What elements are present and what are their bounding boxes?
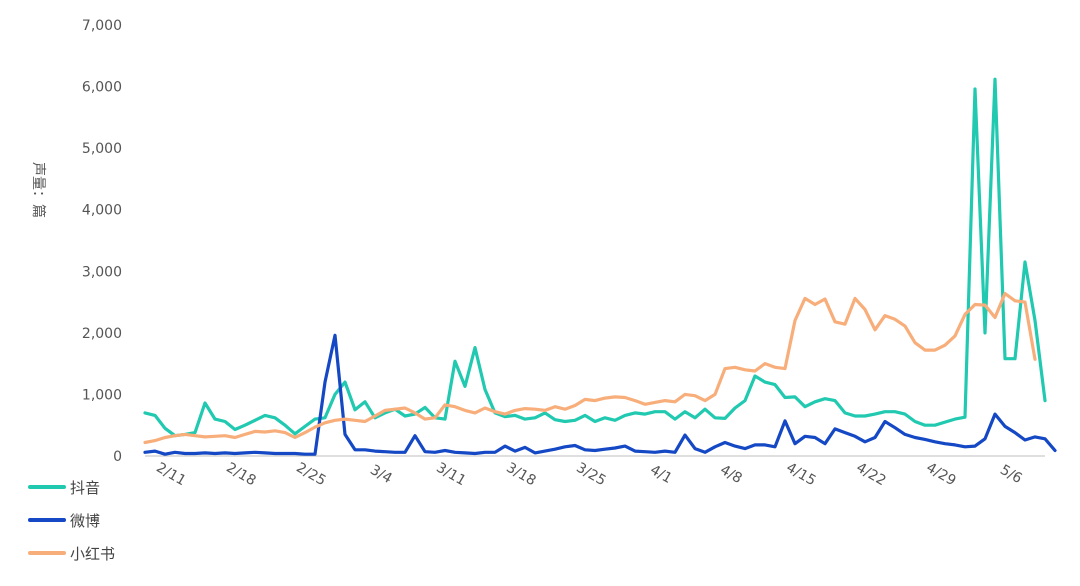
- y-tick-label: 1,000: [82, 387, 122, 403]
- y-tick-label: 7,000: [82, 18, 122, 34]
- y-tick-label: 0: [113, 449, 122, 465]
- series-line-1: [143, 333, 1057, 456]
- x-tick-label: 3/25: [573, 460, 608, 490]
- x-tick-label: 4/29: [923, 460, 958, 490]
- y-tick-label: 2,000: [82, 326, 122, 342]
- x-tick-label: 3/11: [433, 460, 468, 490]
- legend-label: 微博: [70, 512, 100, 530]
- x-tick-label: 3/4: [367, 462, 395, 487]
- series-lines: [143, 77, 1057, 456]
- x-tick-label: 2/18: [223, 460, 258, 490]
- x-tick-label: 3/18: [503, 460, 538, 490]
- legend-label: 抖音: [70, 479, 100, 497]
- y-tick-label: 5,000: [82, 141, 122, 157]
- x-tick-label: 2/25: [293, 460, 328, 490]
- y-tick-label: 6,000: [82, 80, 122, 96]
- series-line-2: [143, 291, 1037, 445]
- y-tick-label: 3,000: [82, 264, 122, 280]
- series-line-0: [143, 77, 1047, 438]
- y-axis-label: 声量：篇: [30, 162, 46, 218]
- x-tick-label: 5/6: [997, 462, 1025, 487]
- x-axis: 2/11 2/18 2/25 3/4 3/11 3/18 3/25 4/1 4/8 4/15 4/2…: [153, 460, 1024, 490]
- legend-label: 小红书: [70, 545, 115, 563]
- y-tick-label: 4,000: [82, 203, 122, 219]
- x-tick-label: 4/15: [783, 460, 818, 490]
- x-tick-label: 4/8: [717, 462, 745, 487]
- y-axis: 0 1,000 2,000 3,000 4,000 5,000 6,000 7,000: [82, 18, 122, 465]
- x-tick-label: 2/11: [153, 460, 188, 490]
- x-tick-label: 4/22: [853, 460, 888, 490]
- x-tick-label: 4/1: [647, 462, 675, 487]
